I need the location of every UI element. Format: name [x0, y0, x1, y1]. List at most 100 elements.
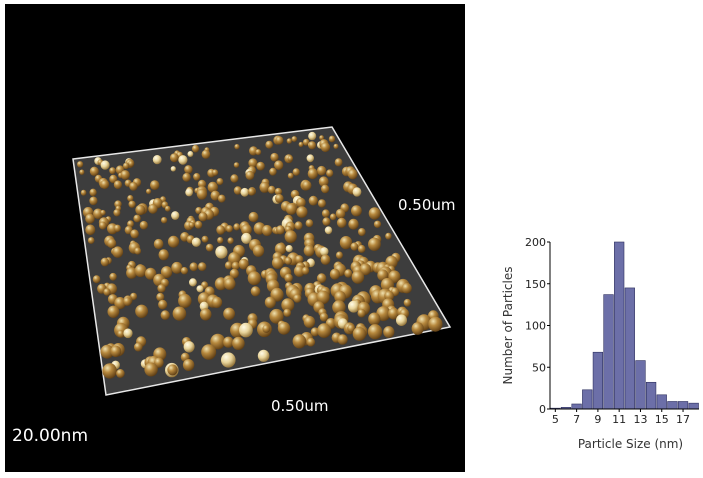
- afm-particle: [270, 152, 279, 162]
- afm-particle: [196, 188, 208, 200]
- afm-particle: [335, 251, 343, 259]
- afm-particle: [329, 213, 337, 221]
- afm-particle: [113, 180, 122, 189]
- afm-particle: [336, 217, 347, 228]
- afm-particle: [167, 235, 180, 248]
- afm-particle: [92, 275, 101, 284]
- afm-particle: [248, 158, 258, 168]
- afm-particle: [293, 265, 305, 277]
- x-tick-label: 7: [573, 413, 580, 426]
- afm-particle: [284, 273, 293, 283]
- afm-particle: [201, 344, 217, 360]
- afm-particle: [164, 205, 171, 212]
- afm-particle: [308, 141, 316, 150]
- afm-particle: [296, 197, 306, 208]
- afm-particle: [191, 144, 200, 153]
- afm-particle: [167, 364, 178, 376]
- afm-particle: [241, 224, 252, 236]
- afm-particle: [401, 282, 412, 294]
- afm-particle: [178, 155, 188, 165]
- afm-particle: [324, 226, 333, 235]
- afm-particle: [198, 212, 208, 222]
- afm-particle: [247, 187, 256, 196]
- y-tick-label: 0: [539, 403, 546, 416]
- afm-particle: [287, 155, 293, 162]
- afm-particle: [326, 169, 334, 177]
- afm-particle: [134, 247, 142, 255]
- afm-particle: [428, 316, 443, 332]
- afm-particle: [100, 179, 110, 189]
- afm-particle: [276, 225, 285, 235]
- afm-particle: [171, 261, 183, 274]
- afm-particle: [123, 297, 132, 306]
- afm-particle: [144, 362, 158, 377]
- afm-particle: [352, 326, 367, 341]
- afm-particle: [291, 136, 298, 142]
- afm-particle: [99, 221, 107, 230]
- histogram-bars: [550, 241, 699, 410]
- afm-particle: [267, 185, 276, 194]
- afm-particle: [275, 194, 284, 203]
- afm-particle: [316, 290, 330, 305]
- afm-particle: [277, 321, 291, 335]
- y-tick-label: 50: [532, 361, 546, 374]
- afm-particle: [305, 219, 314, 228]
- afm-particle: [388, 307, 400, 320]
- afm-particle: [187, 151, 194, 157]
- afm-particle: [135, 304, 149, 318]
- afm-particle: [308, 131, 317, 141]
- afm-particle: [294, 255, 304, 264]
- afm-particle: [170, 153, 179, 163]
- afm-particle: [306, 154, 314, 163]
- y-axis-title: Number of Particles: [501, 267, 515, 385]
- afm-particle: [158, 299, 168, 310]
- afm-particle: [126, 267, 138, 279]
- afm-particle: [215, 245, 228, 259]
- histogram-bar: [603, 294, 614, 410]
- afm-particle: [368, 312, 381, 326]
- afm-particle: [170, 166, 176, 172]
- afm-particle: [239, 322, 253, 338]
- afm-particle: [248, 211, 259, 223]
- afm-particle: [100, 257, 110, 267]
- afm-particle: [269, 308, 284, 324]
- afm-particle: [298, 141, 304, 148]
- afm-particle: [274, 242, 287, 255]
- afm-particle: [238, 258, 249, 270]
- afm-particle: [320, 142, 331, 153]
- afm-particle: [178, 293, 192, 308]
- particle-size-histogram: 0 50 100 150 200 5 7 9 11 13 15 17 Number of Parti…: [501, 236, 699, 451]
- afm-particle: [77, 161, 84, 168]
- afm-particle: [127, 195, 134, 202]
- afm-particle: [225, 225, 233, 233]
- afm-frame: [72, 126, 452, 396]
- afm-particle: [233, 223, 241, 231]
- afm-particle: [100, 160, 110, 170]
- afm-particle: [377, 269, 389, 282]
- afm-particle: [146, 188, 152, 195]
- afm-particle: [292, 334, 307, 349]
- afm-particle: [148, 203, 158, 214]
- x-tick-label: 11: [612, 413, 626, 426]
- afm-particle: [185, 188, 193, 197]
- afm-particle: [294, 221, 303, 230]
- afm-particle: [216, 178, 224, 185]
- afm-particle: [296, 206, 308, 218]
- afm-particle: [134, 264, 147, 278]
- afm-particle: [256, 161, 265, 171]
- x-tick-label: 5: [552, 413, 559, 426]
- afm-particle: [347, 169, 358, 180]
- afm-particle: [368, 237, 381, 251]
- afm-particle: [157, 284, 166, 293]
- afm-particle: [403, 298, 412, 307]
- afm-particle: [153, 238, 164, 250]
- afm-particle: [265, 140, 274, 149]
- afm-particle: [321, 184, 330, 194]
- histogram-bar: [677, 401, 689, 410]
- afm-particle: [221, 352, 236, 368]
- afm-particle: [286, 138, 292, 144]
- afm-particle: [233, 186, 242, 195]
- afm-particle: [129, 182, 138, 191]
- afm-particle: [319, 135, 324, 141]
- afm-particle: [128, 200, 136, 208]
